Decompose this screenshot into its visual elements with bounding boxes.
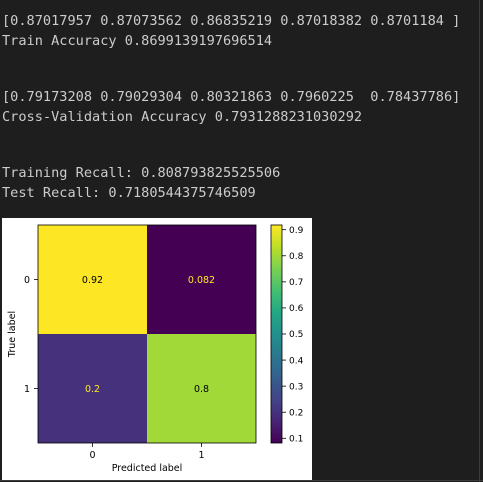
cv-scores-line: [0.79173208 0.79029304 0.80321863 0.7960… xyxy=(2,89,461,105)
matrix-cell-0-1 xyxy=(147,225,256,334)
panel-bottom-border xyxy=(0,480,483,481)
matrix-cell-0-0 xyxy=(38,225,147,334)
colorbar-tick-label: 0.5 xyxy=(289,330,303,340)
y-tick-label: 1 xyxy=(24,384,30,395)
confusion-matrix-chart: 0.92 0.082 0.2 0.8 0 1 0 1 Predicted label True l… xyxy=(7,224,304,474)
colorbar-tick-label: 0.4 xyxy=(289,356,304,366)
colorbar-tick-label: 0.7 xyxy=(289,278,303,288)
test-recall-line: Test Recall: 0.7180544375746509 xyxy=(2,185,256,201)
y-tick-label: 0 xyxy=(24,275,30,286)
panel-right-border xyxy=(479,0,480,482)
cell-value-label: 0.082 xyxy=(188,275,215,286)
matrix-cell-1-1 xyxy=(147,334,256,443)
colorbar-tick-label: 0.2 xyxy=(289,408,303,418)
x-tick-label: 1 xyxy=(198,450,204,461)
cv-accuracy-line: Cross-Validation Accuracy 0.793128823103… xyxy=(2,109,363,125)
x-axis-label: Predicted label xyxy=(112,463,183,474)
train-recall-line: Training Recall: 0.808793825525506 xyxy=(2,165,281,181)
cell-value-label: 0.8 xyxy=(194,384,209,395)
colorbar xyxy=(270,224,283,444)
x-tick-label: 0 xyxy=(89,450,95,461)
colorbar-tick-label: 0.1 xyxy=(289,435,303,445)
y-axis-label: True label xyxy=(7,311,18,358)
cell-value-label: 0.2 xyxy=(85,384,100,395)
colorbar-tick-label: 0.8 xyxy=(289,252,304,262)
colorbar-tick-label: 0.6 xyxy=(289,304,304,314)
colorbar-tick-label: 0.3 xyxy=(289,382,303,392)
colorbar-tick-label: 0.9 xyxy=(289,226,304,236)
matrix-frame xyxy=(37,224,257,444)
train-scores-line: [0.87017957 0.87073562 0.86835219 0.8701… xyxy=(2,13,461,29)
confusion-matrix-figure: 0.92 0.082 0.2 0.8 0 1 0 1 Predicted label True l… xyxy=(2,218,312,480)
train-accuracy-line: Train Accuracy 0.8699139197696514 xyxy=(2,33,273,49)
cell-value-label: 0.92 xyxy=(82,275,103,286)
matrix-cell-1-0 xyxy=(38,334,147,443)
